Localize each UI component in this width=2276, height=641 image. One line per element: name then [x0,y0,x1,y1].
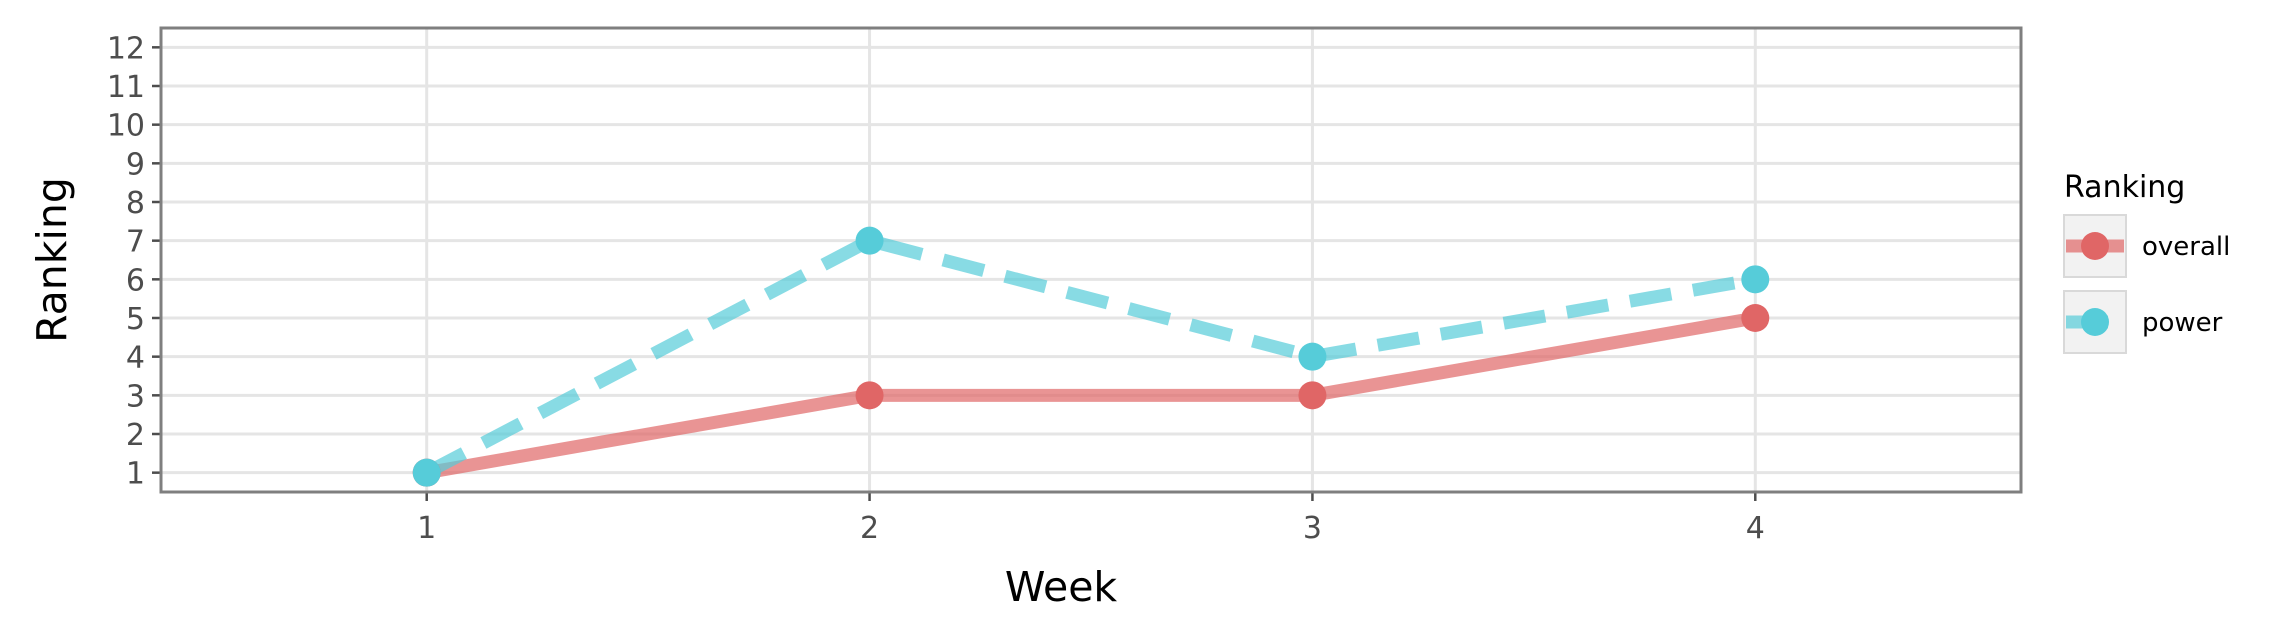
y-tick-label: 6 [126,263,145,298]
plot-background [161,28,2021,492]
grid [161,28,2021,492]
x-tick-label: 3 [1303,511,1322,546]
legend-title: Ranking [2064,170,2185,205]
x-tick-label: 1 [417,511,436,546]
series-points [412,226,1770,487]
x-axis-title: Week [1005,563,1118,611]
legend-label: overall [2142,232,2230,262]
data-point-power [1741,265,1770,294]
x-tick-label: 2 [860,511,879,546]
legend-item-overall: overall [2063,214,2230,278]
data-point-overall [1741,304,1770,332]
series-line-overall [425,311,1757,480]
legend-items: overall power [2063,214,2230,354]
data-point-power [412,458,441,487]
data-point-overall [1298,381,1327,410]
y-axis-title: Ranking [28,177,76,343]
y-tick-label: 1 [126,457,145,492]
x-axis-ticks: 1 2 3 4 [417,492,1765,546]
y-tick-label: 9 [126,147,145,182]
y-tick-label: 5 [126,302,145,337]
y-tick-label: 11 [107,70,145,105]
data-point-power [1298,342,1327,371]
y-tick-label: 10 [107,109,145,144]
series-lines [423,234,1757,480]
y-tick-label: 8 [126,186,145,221]
y-tick-label: 7 [126,225,145,260]
legend-item-power: power [2063,290,2223,354]
x-tick-label: 4 [1746,511,1765,546]
data-point-overall [855,381,884,410]
legend-label: power [2142,308,2223,338]
legend-key-point [2081,232,2109,260]
y-tick-label: 12 [107,31,145,66]
plot-border [159,26,2023,494]
y-tick-label: 4 [126,341,145,376]
data-point-power [855,226,884,255]
y-tick-label: 2 [126,418,145,453]
legend: Ranking overall power [2063,170,2230,354]
legend-key-point [2081,308,2109,336]
y-tick-label: 3 [126,379,145,414]
series-line-power [423,234,1757,479]
